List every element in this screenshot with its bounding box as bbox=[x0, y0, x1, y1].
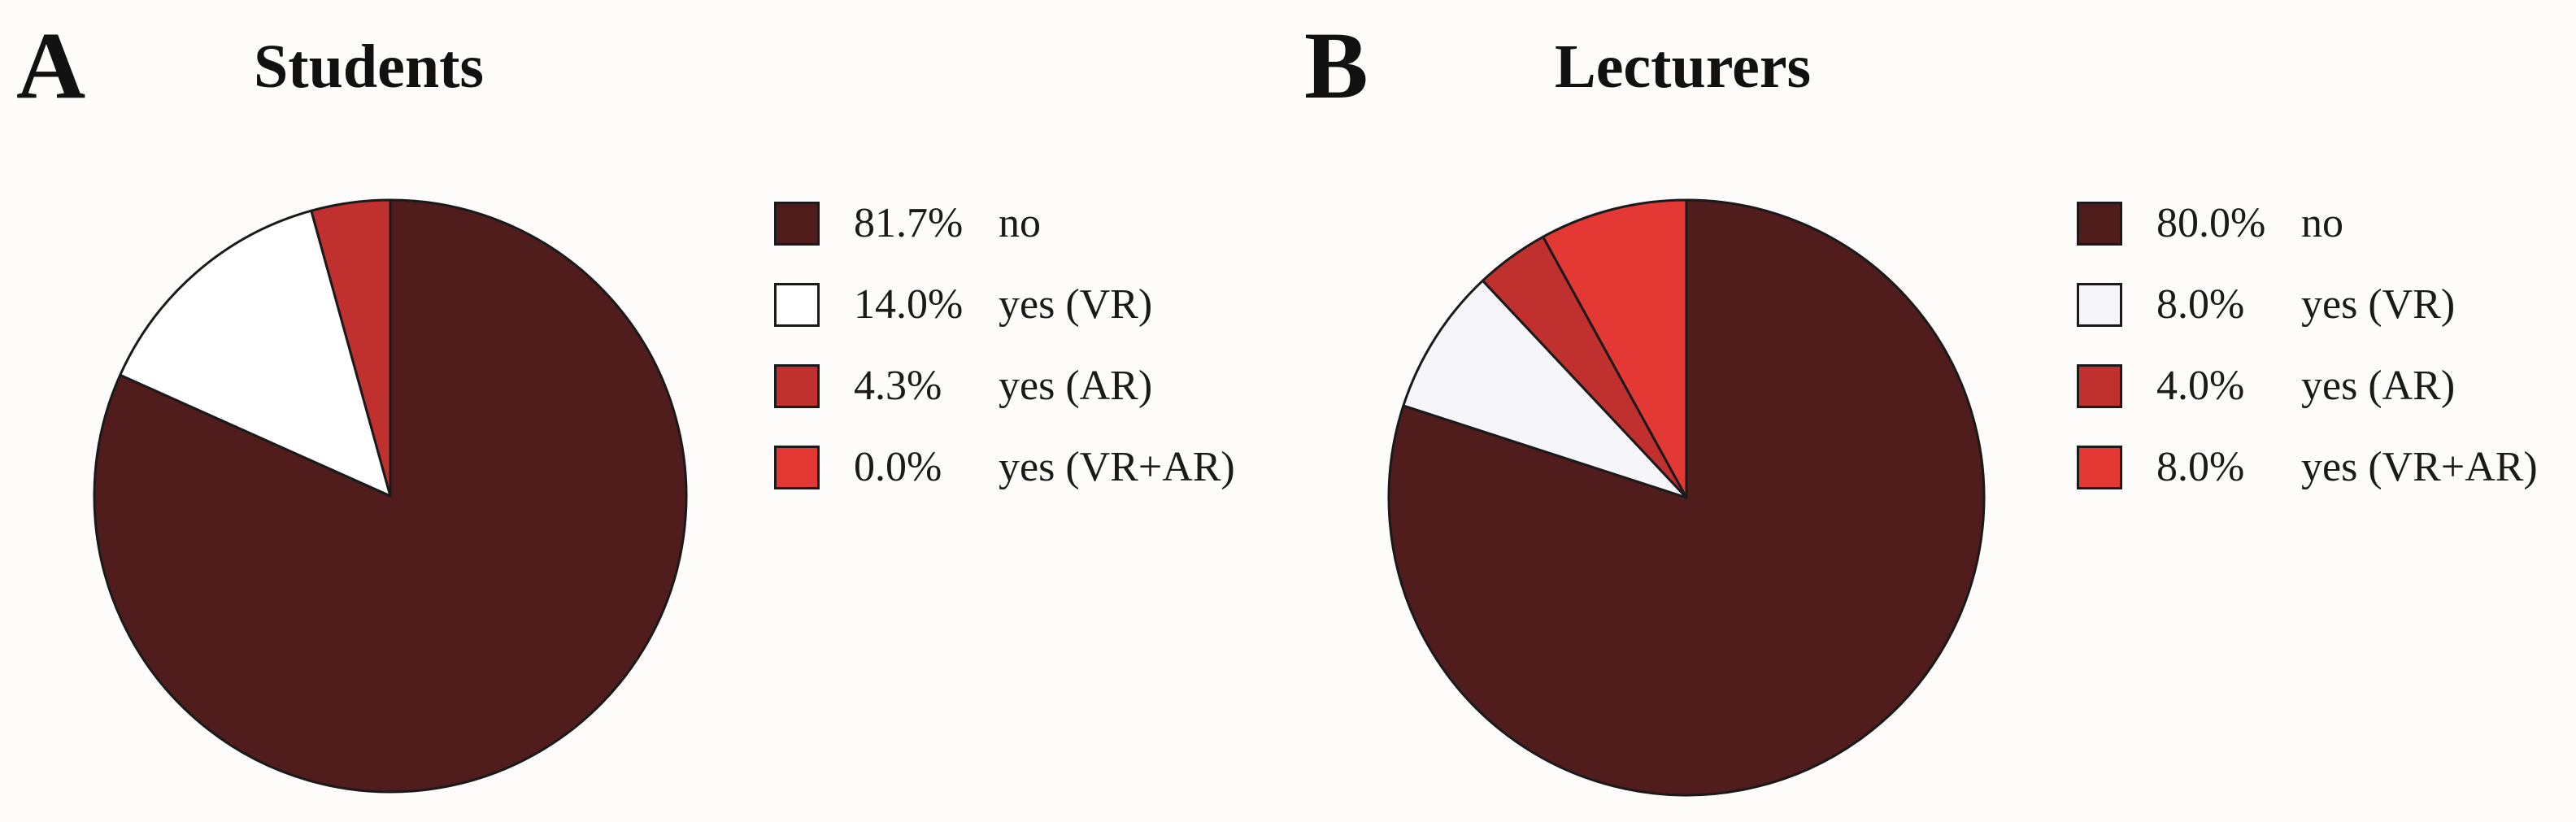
legend-label: no bbox=[2301, 200, 2343, 246]
legend-value: 81.7% bbox=[854, 200, 964, 246]
chart-title: Students bbox=[254, 33, 484, 101]
legend-value: 8.0% bbox=[2156, 281, 2245, 328]
legend-label: yes (AR) bbox=[999, 363, 1153, 409]
legend-label: yes (AR) bbox=[2301, 363, 2456, 409]
legend-value: 14.0% bbox=[854, 281, 964, 328]
legend-swatch bbox=[774, 202, 820, 246]
legend-value: 0.0% bbox=[854, 444, 942, 490]
chart-title: Lecturers bbox=[1555, 33, 1812, 101]
legend-label: yes (VR) bbox=[999, 281, 1153, 328]
legend-swatch bbox=[2077, 364, 2122, 408]
legend-swatch bbox=[774, 446, 820, 489]
legend-value: 4.0% bbox=[2156, 363, 2245, 409]
legend-value: 4.3% bbox=[854, 363, 942, 409]
legend-label: yes (VR+AR) bbox=[2301, 444, 2538, 490]
legend-swatch bbox=[2077, 446, 2122, 489]
legend-swatch bbox=[2077, 202, 2122, 246]
pie-slice-yes-ar bbox=[310, 198, 392, 498]
panel-letter: A bbox=[16, 12, 86, 119]
legend-label: yes (VR+AR) bbox=[999, 444, 1235, 490]
students-chart-panel: A Students 81.7% no 14.0% yes (VR) 4.3% … bbox=[16, 12, 1235, 794]
legend-swatch bbox=[774, 283, 820, 327]
pie-slice-yes-vr bbox=[119, 209, 392, 498]
panel-letter: B bbox=[1304, 12, 1368, 119]
legend-label: yes (VR) bbox=[2301, 281, 2456, 328]
legend-swatch bbox=[774, 364, 820, 408]
pie-slice-yes-vr bbox=[1402, 279, 1688, 499]
legend-swatch bbox=[2077, 283, 2122, 327]
legend-value: 80.0% bbox=[2156, 200, 2266, 246]
legend-value: 8.0% bbox=[2156, 444, 2245, 490]
lecturers-chart-panel: B Lecturers 80.0% no 8.0% yes (VR) 4.0% … bbox=[1288, 0, 2576, 822]
pie-slice-yes-vr-ar bbox=[1542, 198, 1688, 499]
students-pie-chart bbox=[93, 198, 688, 794]
legend-label: no bbox=[999, 200, 1041, 246]
lecturers-pie-chart bbox=[1387, 198, 1986, 797]
pie-slice-no bbox=[1387, 198, 1986, 797]
